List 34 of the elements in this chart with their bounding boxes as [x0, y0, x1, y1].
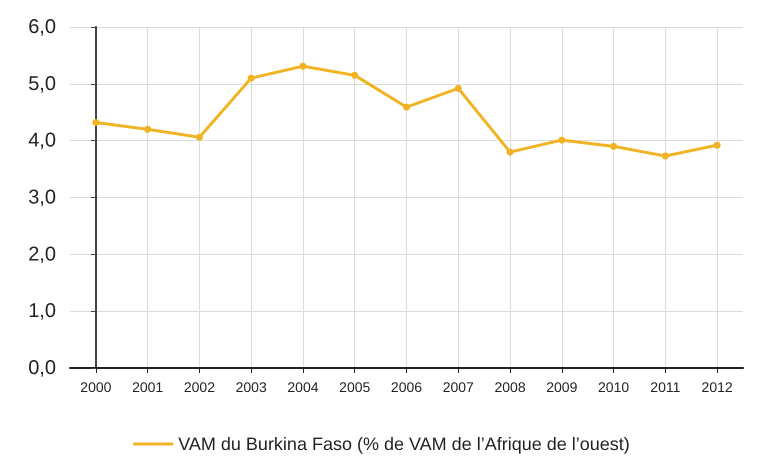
- x-tick-label: 2012: [702, 379, 733, 395]
- point: [454, 84, 462, 92]
- point: [506, 148, 514, 156]
- x-tick-label: 2001: [132, 379, 164, 395]
- point: [558, 136, 566, 144]
- x-tick-label: 2007: [442, 379, 474, 395]
- x-tick-label: 2009: [546, 379, 578, 395]
- legend-label: VAM du Burkina Faso (% de VAM de l’Afrique de l’ouest): [178, 434, 630, 454]
- x-tick-label: 2000: [80, 379, 112, 395]
- y-tick-label: 4,0: [28, 130, 56, 152]
- point: [299, 62, 306, 70]
- y-tick-label: 6,0: [28, 16, 56, 38]
- x-tick-label: 2005: [339, 379, 371, 395]
- point: [662, 152, 669, 160]
- x-tick-label: 2010: [598, 379, 630, 395]
- x-tick-label: 2011: [650, 379, 681, 395]
- point: [714, 142, 721, 149]
- point: [610, 142, 618, 150]
- x-tick-label: 2003: [236, 379, 267, 395]
- x-tick-label: 2004: [287, 379, 319, 395]
- x-tick-label: 2006: [390, 379, 422, 395]
- point: [196, 134, 203, 141]
- y-tick-label: 3,0: [28, 186, 56, 208]
- point: [351, 72, 358, 79]
- y-tick-label: 5,0: [28, 72, 56, 95]
- point: [92, 118, 100, 126]
- point: [403, 104, 410, 111]
- point: [144, 126, 152, 133]
- x-tick-label: 2002: [184, 379, 216, 395]
- y-tick-label: 2,0: [28, 243, 56, 266]
- point: [248, 74, 255, 82]
- y-tick-label: 0,0: [28, 357, 56, 379]
- x-tick-label: 2008: [494, 379, 526, 395]
- y-tick-label: 1,0: [28, 300, 56, 322]
